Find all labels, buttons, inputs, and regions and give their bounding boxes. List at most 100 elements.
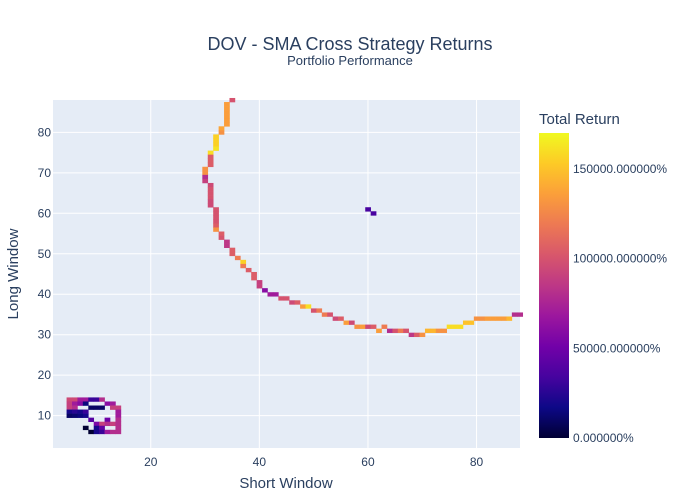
heatmap-cell <box>72 401 78 406</box>
heatmap-cell <box>300 304 306 309</box>
heatmap-cell <box>224 114 230 119</box>
heatmap-cell <box>115 409 122 414</box>
heatmap-cell <box>234 255 241 261</box>
heatmap-cell <box>218 231 225 236</box>
heatmap-cell <box>93 397 100 402</box>
heatmap-cell <box>457 324 464 329</box>
heatmap-cell <box>332 316 339 321</box>
heatmap-cell <box>435 328 442 333</box>
heatmap-cell <box>88 397 95 402</box>
heatmap-cell <box>229 251 236 257</box>
heatmap-cell <box>99 421 105 427</box>
heatmap-cell <box>207 150 214 155</box>
heatmap-cell <box>490 316 496 321</box>
heatmap-cell <box>397 328 404 333</box>
heatmap-cell <box>424 328 431 333</box>
heatmap-cell <box>88 417 95 422</box>
heatmap-cell <box>321 312 328 317</box>
heatmap-cell <box>392 328 399 333</box>
heatmap-cell <box>310 308 317 313</box>
y-tick-label: 70 <box>38 166 52 180</box>
heatmap-cell <box>207 199 214 204</box>
heatmap-cell <box>207 187 214 192</box>
heatmap-cell <box>419 332 426 338</box>
heatmap-cell <box>202 174 209 180</box>
x-axis-label: Short Window <box>239 475 333 492</box>
y-tick-label: 40 <box>38 287 52 301</box>
heatmap-cell <box>110 405 116 410</box>
heatmap-cell <box>272 292 279 297</box>
heatmap-cell <box>93 429 100 435</box>
colorbar <box>539 133 569 438</box>
heatmap-cell <box>414 332 420 338</box>
heatmap-cell <box>77 401 84 406</box>
heatmap-cell <box>289 300 295 305</box>
heatmap-cell <box>110 401 116 406</box>
heatmap-cell <box>294 300 301 305</box>
heatmap-cell <box>365 207 371 212</box>
heatmap-cell <box>66 413 73 418</box>
heatmap-cell <box>468 320 475 325</box>
heatmap-cell <box>251 271 257 277</box>
heatmap-cell <box>115 413 122 418</box>
heatmap-cell <box>213 227 219 232</box>
heatmap-cell <box>115 417 122 422</box>
heatmap-cell <box>262 288 268 293</box>
heatmap-cell <box>66 405 73 410</box>
heatmap-cell <box>218 126 225 131</box>
heatmap-cell <box>452 324 458 329</box>
heatmap-cell <box>224 239 230 244</box>
heatmap-cell <box>207 203 214 208</box>
heatmap-cell <box>104 417 111 422</box>
heatmap-cell <box>72 405 78 410</box>
heatmap-cell <box>430 328 437 333</box>
heatmap-cell <box>403 328 409 333</box>
heatmap-cell <box>66 409 73 414</box>
x-tick-label: 60 <box>361 455 375 469</box>
heatmap-cell <box>110 429 116 435</box>
heatmap-cell <box>207 182 214 188</box>
heatmap-cell <box>99 405 105 410</box>
heatmap-cell <box>283 296 290 301</box>
heatmap-cell <box>115 421 122 427</box>
y-tick-labels: 10 20 30 40 50 60 70 80 <box>38 125 52 422</box>
heatmap-cell <box>224 243 230 248</box>
heatmap-cell <box>77 397 84 402</box>
heatmap-cell <box>218 235 225 240</box>
heatmap-cell <box>110 421 116 427</box>
grid-lines <box>53 100 520 448</box>
chart-title: DOV - SMA Cross Strategy Returns <box>207 34 492 54</box>
heatmap-cell <box>115 405 122 410</box>
heatmap-cell <box>441 328 447 333</box>
heatmap-cell <box>462 320 469 325</box>
heatmap-cell <box>213 215 219 220</box>
heatmap-cell <box>88 429 95 435</box>
heatmap-cell <box>104 421 111 427</box>
heatmap-cell <box>202 166 209 172</box>
y-tick-label: 80 <box>38 125 52 139</box>
heatmap-cell <box>305 304 312 309</box>
heatmap-cell <box>104 401 111 406</box>
heatmap-cell <box>354 324 361 329</box>
heatmap-cell <box>224 106 230 111</box>
colorbar-title: Total Return <box>539 111 620 128</box>
heatmap-cell <box>202 178 209 184</box>
heatmap-cell <box>370 324 377 329</box>
colorbar-tick-label: 0.000000% <box>573 431 634 445</box>
heatmap-cell <box>381 324 388 329</box>
heatmap-cell <box>365 324 371 329</box>
heatmap-cell <box>82 413 89 418</box>
heatmap-cell <box>267 292 274 297</box>
heatmap-cell <box>446 324 453 329</box>
heatmap-cell <box>343 320 350 325</box>
heatmap-cell <box>224 122 230 127</box>
heatmap-cell <box>213 207 219 212</box>
heatmap-cell <box>359 324 366 329</box>
heatmap-cell <box>506 316 513 321</box>
heatmap-cell <box>202 170 209 176</box>
chart-subtitle: Portfolio Performance <box>287 53 413 68</box>
heatmap-cell <box>93 425 100 431</box>
heatmap-cell <box>115 429 122 435</box>
x-tick-label: 20 <box>144 455 158 469</box>
heatmap-cell <box>408 332 415 338</box>
